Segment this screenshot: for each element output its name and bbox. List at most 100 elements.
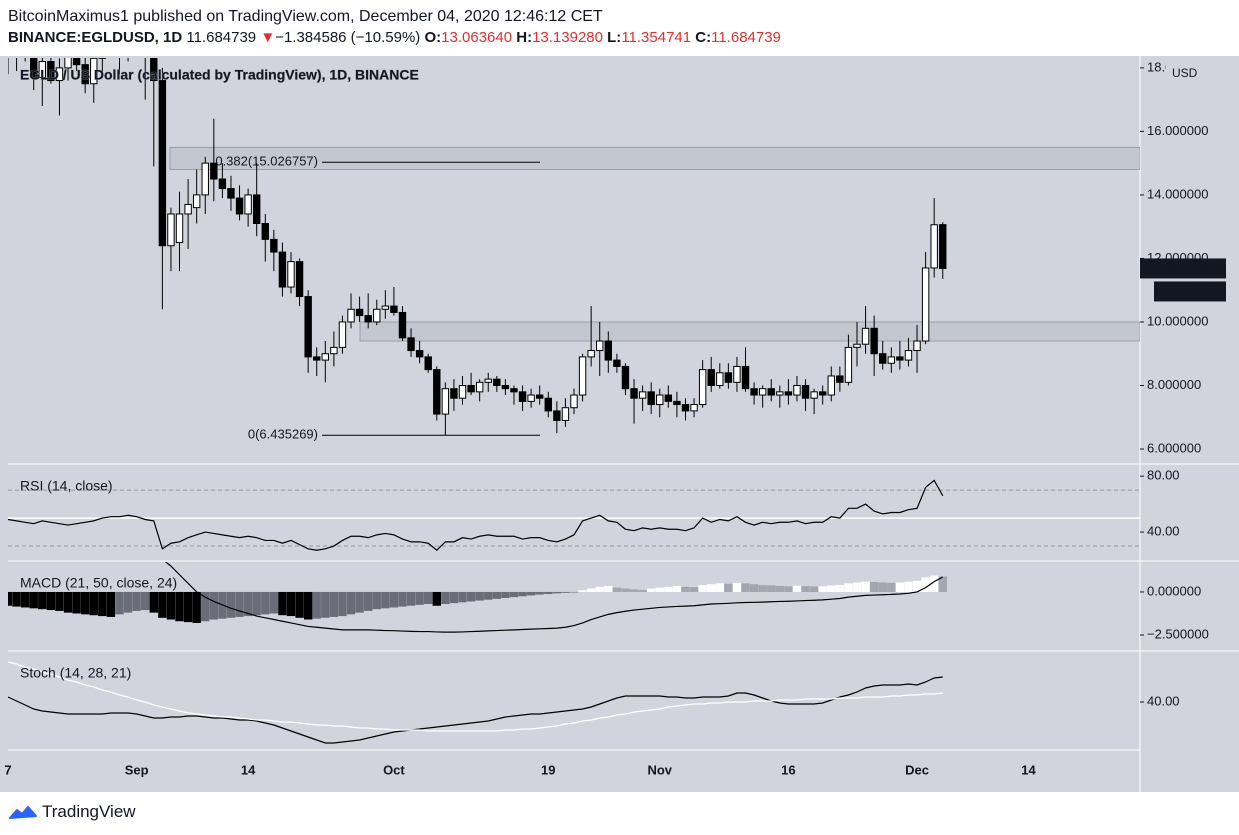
- histogram-bar: [243, 591, 253, 617]
- histogram-bar: [432, 591, 441, 606]
- histogram-bar: [166, 591, 176, 620]
- histogram-bar: [586, 588, 596, 592]
- candle-body: [381, 305, 390, 310]
- low: 11.354741: [621, 29, 692, 46]
- candle-body: [125, 27, 131, 40]
- x-tick-label: Dec: [905, 762, 929, 777]
- candle-body: [707, 369, 715, 386]
- candle-body: [235, 197, 244, 215]
- close: 11.684739: [711, 29, 781, 46]
- histogram-bar: [424, 591, 433, 605]
- pane: [8, 661, 943, 744]
- candle-body: [278, 251, 287, 288]
- candle-body: [810, 391, 818, 399]
- candle-body: [570, 394, 578, 409]
- candle-body: [767, 388, 775, 396]
- candle-body: [218, 178, 227, 190]
- candle-body: [90, 58, 98, 85]
- histogram-bar: [775, 585, 785, 592]
- candle-body: [210, 162, 218, 180]
- candle-body: [295, 261, 304, 298]
- histogram-bar: [63, 591, 73, 613]
- y-tick-label: 10.000000: [1147, 313, 1208, 328]
- zone: [169, 146, 1140, 170]
- y-tick-label: 16.000000: [1147, 123, 1208, 138]
- candle-body: [13, 39, 19, 55]
- last-price: 11.684739: [186, 29, 257, 46]
- pane: [8, 479, 1140, 552]
- histogram-bar: [724, 583, 733, 592]
- candle-body: [415, 350, 424, 358]
- histogram-bar: [809, 586, 819, 592]
- histogram-bar: [389, 591, 399, 608]
- y-tick-label: 0.000000: [1147, 583, 1201, 598]
- histogram-bar: [878, 582, 887, 592]
- candle-body: [330, 346, 338, 355]
- candle-body: [252, 194, 261, 224]
- candle-body: [673, 400, 681, 406]
- candle-body: [347, 308, 355, 323]
- candle-body: [896, 356, 904, 361]
- y-tick-label: −2.500000: [1147, 626, 1209, 641]
- candle-body: [827, 375, 835, 396]
- candle-body: [913, 340, 921, 352]
- histogram-bar: [261, 591, 270, 615]
- histogram-bar: [689, 587, 699, 592]
- candle-body: [450, 388, 458, 399]
- candle-body: [108, 33, 114, 49]
- histogram-bar: [578, 590, 587, 592]
- x-tick-label: 16: [781, 762, 795, 777]
- histogram-bar: [381, 591, 390, 609]
- candle-body: [47, 60, 55, 82]
- histogram-bar: [38, 591, 47, 610]
- histogram-bar: [20, 591, 30, 608]
- histogram-bar: [681, 586, 690, 592]
- histogram-bar: [869, 581, 879, 592]
- pane-title: Stoch (14, 28, 21): [20, 665, 131, 681]
- candle-body: [750, 388, 758, 396]
- candle-body: [184, 203, 192, 215]
- histogram-bar: [72, 591, 81, 614]
- candle-body: [578, 356, 587, 396]
- histogram-bar: [321, 591, 330, 618]
- close-label: C:: [695, 29, 712, 46]
- histogram-bar: [698, 585, 707, 592]
- y-tick-label: 40.00: [1147, 693, 1180, 708]
- candle-body: [921, 267, 930, 342]
- zone: [359, 321, 1140, 342]
- histogram-bar: [80, 591, 90, 615]
- histogram-bar: [235, 591, 244, 617]
- histogram-bar: [818, 586, 827, 592]
- histogram-bar: [458, 591, 467, 603]
- y-tick-label: 40.00: [1147, 523, 1180, 538]
- histogram-bar: [98, 591, 107, 617]
- candle-body: [733, 365, 741, 383]
- x-tick-label: 7: [4, 762, 11, 777]
- histogram-bar: [887, 582, 896, 592]
- histogram-bar: [492, 591, 502, 599]
- candle-body: [587, 350, 595, 358]
- candle-body: [793, 384, 801, 396]
- y-tick-label: 80.00: [1147, 468, 1180, 483]
- histogram-bar: [55, 591, 64, 611]
- x-tick-label: Sep: [125, 762, 149, 777]
- candle-body: [270, 238, 278, 253]
- candle-body: [458, 384, 467, 399]
- candle-body: [5, 42, 11, 55]
- header: BitcoinMaximus1 published on TradingView…: [8, 6, 1228, 48]
- histogram-bar: [398, 591, 407, 607]
- histogram-bar: [183, 591, 193, 623]
- histogram-bar: [707, 584, 716, 592]
- logo: [9, 806, 37, 819]
- histogram-bar: [312, 591, 321, 619]
- candle-body: [81, 64, 89, 85]
- candle-body: [493, 378, 501, 386]
- histogram-bar: [646, 588, 656, 592]
- histogram-bar: [612, 587, 622, 592]
- histogram-bar: [12, 591, 21, 607]
- histogram-bar: [835, 585, 845, 592]
- change: −1.384586 (−10.59%): [275, 29, 421, 46]
- candle-body: [518, 391, 527, 402]
- histogram-bar: [372, 591, 381, 610]
